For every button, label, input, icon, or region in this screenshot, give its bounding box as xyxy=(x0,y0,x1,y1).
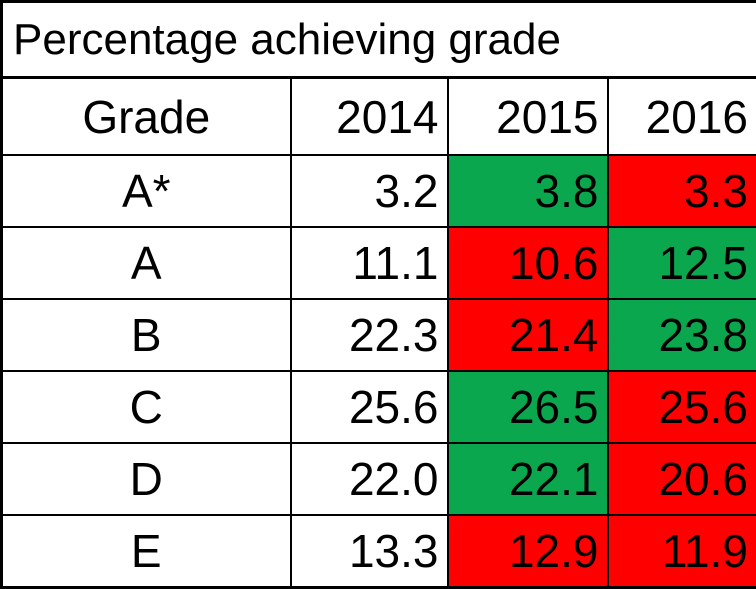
value-2014: 22.0 xyxy=(291,443,448,515)
value-2016: 25.6 xyxy=(608,371,756,443)
grade-column-header: Grade xyxy=(2,78,291,156)
value-2015: 10.6 xyxy=(448,227,608,299)
table-row-b: B 22.3 21.4 23.8 xyxy=(2,299,756,371)
value-2014: 25.6 xyxy=(291,371,448,443)
value-2015: 12.9 xyxy=(448,515,608,587)
grade-label: A* xyxy=(2,155,291,227)
value-2016: 23.8 xyxy=(608,299,756,371)
value-2016: 12.5 xyxy=(608,227,756,299)
table-row-e: E 13.3 12.9 11.9 xyxy=(2,515,756,587)
table-row-a: A 11.1 10.6 12.5 xyxy=(2,227,756,299)
year-2016-header: 2016 xyxy=(608,78,756,156)
value-2016: 11.9 xyxy=(608,515,756,587)
value-2014: 3.2 xyxy=(291,155,448,227)
year-2015-header: 2015 xyxy=(448,78,608,156)
table-row-a-star: A* 3.2 3.8 3.3 xyxy=(2,155,756,227)
grade-label: E xyxy=(2,515,291,587)
grade-label: C xyxy=(2,371,291,443)
value-2015: 26.5 xyxy=(448,371,608,443)
value-2014: 22.3 xyxy=(291,299,448,371)
value-2016: 20.6 xyxy=(608,443,756,515)
header-row: Grade 2014 2015 2016 xyxy=(2,78,756,156)
value-2015: 21.4 xyxy=(448,299,608,371)
grade-label: A xyxy=(2,227,291,299)
value-2015: 22.1 xyxy=(448,443,608,515)
value-2014: 13.3 xyxy=(291,515,448,587)
value-2016: 3.3 xyxy=(608,155,756,227)
value-2015: 3.8 xyxy=(448,155,608,227)
grade-label: B xyxy=(2,299,291,371)
grade-label: D xyxy=(2,443,291,515)
table-row-c: C 25.6 26.5 25.6 xyxy=(2,371,756,443)
table-row-d: D 22.0 22.1 20.6 xyxy=(2,443,756,515)
year-2014-header: 2014 xyxy=(291,78,448,156)
table-title: Percentage achieving grade xyxy=(2,2,756,78)
value-2014: 11.1 xyxy=(291,227,448,299)
